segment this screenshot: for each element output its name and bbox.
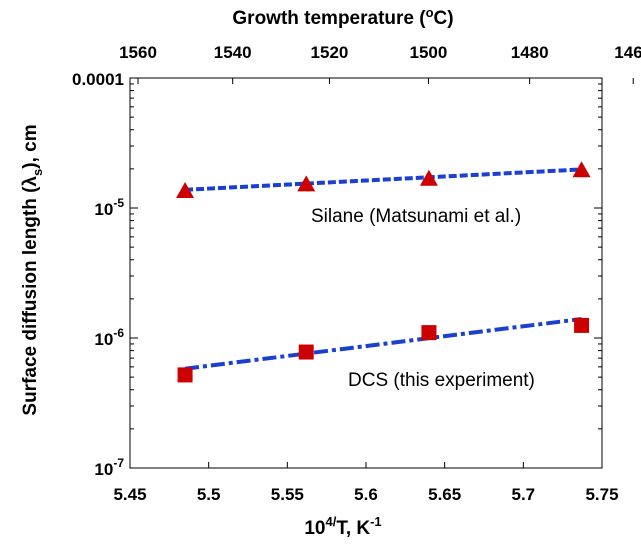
top-tick-label: 1520 — [311, 43, 349, 62]
x-tick-label: 5.65 — [428, 485, 461, 504]
data-point-series-0 — [572, 161, 591, 178]
series-label-dcs: DCS (this experiment) — [348, 370, 535, 391]
data-point-series-0 — [297, 175, 316, 192]
top-tick-label: 1540 — [214, 43, 252, 62]
top-tick-label: 1500 — [410, 43, 448, 62]
y-tick-label: 0.0001 — [72, 70, 124, 89]
data-point-series-0 — [176, 182, 195, 199]
y-tick-label: 10-6 — [94, 326, 124, 349]
x-axis-title: 104/T, K-1 — [304, 514, 381, 539]
data-point-series-0 — [419, 169, 438, 186]
x-tick-label: 5.45 — [113, 485, 146, 504]
y-axis-title: Surface diffusion length (λs), cm — [20, 124, 45, 415]
top-axis-title: Growth temperature (oC) — [232, 5, 453, 29]
x-tick-label: 5.6 — [354, 485, 378, 504]
fit-line-series-0 — [184, 167, 582, 192]
top-tick-label: 1560 — [119, 43, 157, 62]
fit-line-series-1 — [184, 317, 582, 371]
y-tick-label: 10-5 — [94, 196, 124, 219]
y-tick-label: 10-7 — [94, 456, 124, 479]
data-point-series-1 — [574, 317, 590, 333]
x-tick-label: 5.5 — [197, 485, 221, 504]
x-tick-label: 5.55 — [271, 485, 304, 504]
data-point-series-1 — [421, 325, 437, 341]
data-point-series-1 — [298, 344, 314, 360]
x-tick-label: 5.7 — [512, 485, 536, 504]
data-point-series-1 — [177, 367, 193, 383]
series-label-silane: Silane (Matsunami et al.) — [311, 206, 521, 227]
top-tick-label: 1480 — [511, 43, 549, 62]
x-tick-label: 5.75 — [585, 485, 618, 504]
